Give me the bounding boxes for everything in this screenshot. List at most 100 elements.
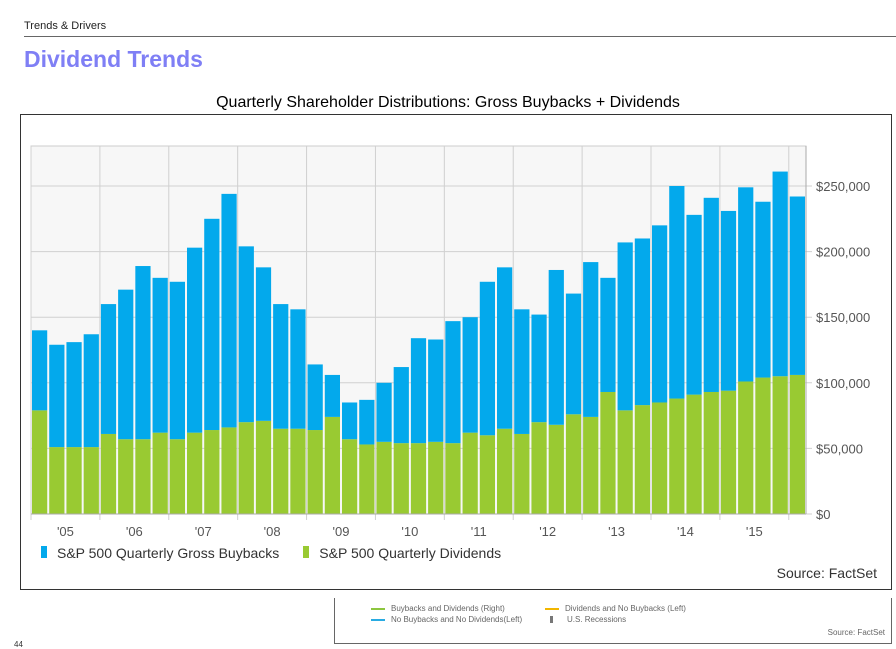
bar-dividends	[169, 439, 185, 514]
legend2-label: U.S. Recessions	[567, 615, 627, 624]
y-tick-label: $100,000	[816, 376, 870, 391]
x-tick-label: '13	[608, 524, 625, 539]
secondary-legend-box: Buybacks and Dividends (Right) Dividends…	[334, 598, 892, 644]
bar-dividends	[514, 433, 530, 514]
legend2-line-icon	[371, 618, 385, 621]
bar-dividends	[548, 424, 564, 514]
bar-dividends	[49, 447, 65, 514]
legend2-item: Buybacks and Dividends (Right)	[371, 604, 505, 613]
bar-dividends	[324, 416, 340, 514]
bar-dividends	[221, 427, 237, 514]
bar-dividends	[135, 439, 151, 514]
bar-dividends	[118, 439, 134, 514]
legend2-line-icon	[371, 607, 385, 610]
bar-dividends	[479, 435, 495, 514]
bar-buybacks	[497, 267, 513, 429]
bar-dividends	[187, 432, 203, 514]
header-divider	[24, 36, 896, 37]
x-tick-label: '15	[746, 524, 763, 539]
bar-buybacks	[789, 196, 805, 375]
y-tick-label: $50,000	[816, 441, 863, 456]
bar-buybacks	[583, 262, 599, 417]
bar-dividends	[428, 441, 444, 514]
page-title: Dividend Trends	[24, 46, 203, 72]
bar-dividends	[617, 410, 633, 514]
legend2-item: Dividends and No Buybacks (Left)	[545, 604, 686, 613]
bar-buybacks	[600, 277, 616, 392]
legend-swatch-dividends	[303, 546, 310, 558]
legend2-line-icon	[545, 607, 559, 610]
bar-buybacks	[273, 304, 289, 429]
bar-buybacks	[307, 364, 323, 431]
chart-title: Quarterly Shareholder Distributions: Gro…	[216, 94, 680, 111]
legend2-label: Dividends and No Buybacks (Left)	[565, 604, 686, 613]
bar-dividends	[255, 420, 272, 514]
bar-buybacks	[359, 399, 375, 445]
bar-buybacks	[617, 242, 633, 411]
legend-label-buybacks: S&P 500 Quarterly Gross Buybacks	[57, 545, 280, 561]
bar-buybacks	[410, 338, 427, 444]
bar-buybacks	[393, 367, 409, 444]
bar-buybacks	[100, 304, 117, 434]
bar-buybacks	[755, 201, 771, 378]
bar-dividends	[789, 374, 805, 514]
bar-dividends	[669, 398, 685, 514]
y-tick-label: $200,000	[816, 245, 870, 260]
bar-buybacks	[514, 309, 530, 434]
bar-buybacks	[187, 247, 203, 433]
bar-dividends	[583, 416, 599, 514]
bar-buybacks	[204, 218, 220, 431]
bar-dividends	[100, 433, 117, 514]
bar-buybacks	[703, 197, 719, 392]
bar-buybacks	[686, 214, 702, 395]
legend-label-dividends: S&P 500 Quarterly Dividends	[319, 545, 502, 561]
y-tick-label: $0	[816, 507, 830, 522]
bar-buybacks	[66, 342, 82, 448]
bar-buybacks	[376, 382, 392, 442]
bar-buybacks	[118, 289, 134, 440]
bar-dividends	[565, 414, 582, 514]
bar-buybacks	[83, 334, 99, 448]
bar-buybacks	[169, 281, 185, 440]
bar-buybacks	[238, 246, 254, 423]
bar-buybacks	[634, 238, 650, 406]
legend-item-dividends: S&P 500 Quarterly Dividends	[303, 545, 501, 561]
bar-dividends	[738, 381, 754, 514]
bar-dividends	[238, 422, 254, 514]
bar-dividends	[152, 432, 168, 514]
bar-dividends	[290, 428, 306, 514]
bar-buybacks	[49, 344, 65, 448]
bar-buybacks	[32, 330, 48, 411]
legend-swatch-buybacks	[41, 546, 47, 558]
bar-buybacks	[548, 269, 564, 425]
bar-dividends	[32, 410, 48, 514]
bar-buybacks	[531, 314, 547, 423]
chart-frame: $0 $50,000 $100,000 $150,000 $200,000 $250,00…	[20, 114, 892, 590]
bar-dividends	[307, 430, 323, 514]
bar-dividends	[376, 441, 392, 514]
bar-dividends	[66, 447, 82, 514]
bar-dividends	[686, 394, 702, 514]
bar-dividends	[703, 391, 719, 514]
page-number: 44	[14, 640, 23, 649]
legend2-label: Buybacks and Dividends (Right)	[391, 604, 505, 613]
bar-buybacks	[669, 186, 685, 399]
bar-dividends	[359, 444, 375, 514]
bar-dividends	[462, 432, 478, 514]
x-tick-label: '06	[126, 524, 143, 539]
x-tick-label: '12	[539, 524, 556, 539]
bar-buybacks	[135, 266, 151, 440]
bar-buybacks	[255, 267, 272, 421]
bar-dividends	[393, 443, 409, 514]
bar-buybacks	[772, 171, 788, 377]
y-tick-label: $250,000	[816, 179, 870, 194]
chart-source: Source: FactSet	[776, 565, 877, 581]
bar-dividends	[204, 430, 220, 514]
legend2-item: No Buybacks and No Dividends(Left)	[371, 615, 522, 624]
bar-dividends	[342, 439, 358, 514]
bar-buybacks	[720, 210, 737, 391]
bar-buybacks	[152, 277, 168, 433]
bar-dividends	[497, 428, 513, 514]
x-tick-label: '14	[677, 524, 694, 539]
legend2-label: No Buybacks and No Dividends(Left)	[391, 615, 523, 624]
